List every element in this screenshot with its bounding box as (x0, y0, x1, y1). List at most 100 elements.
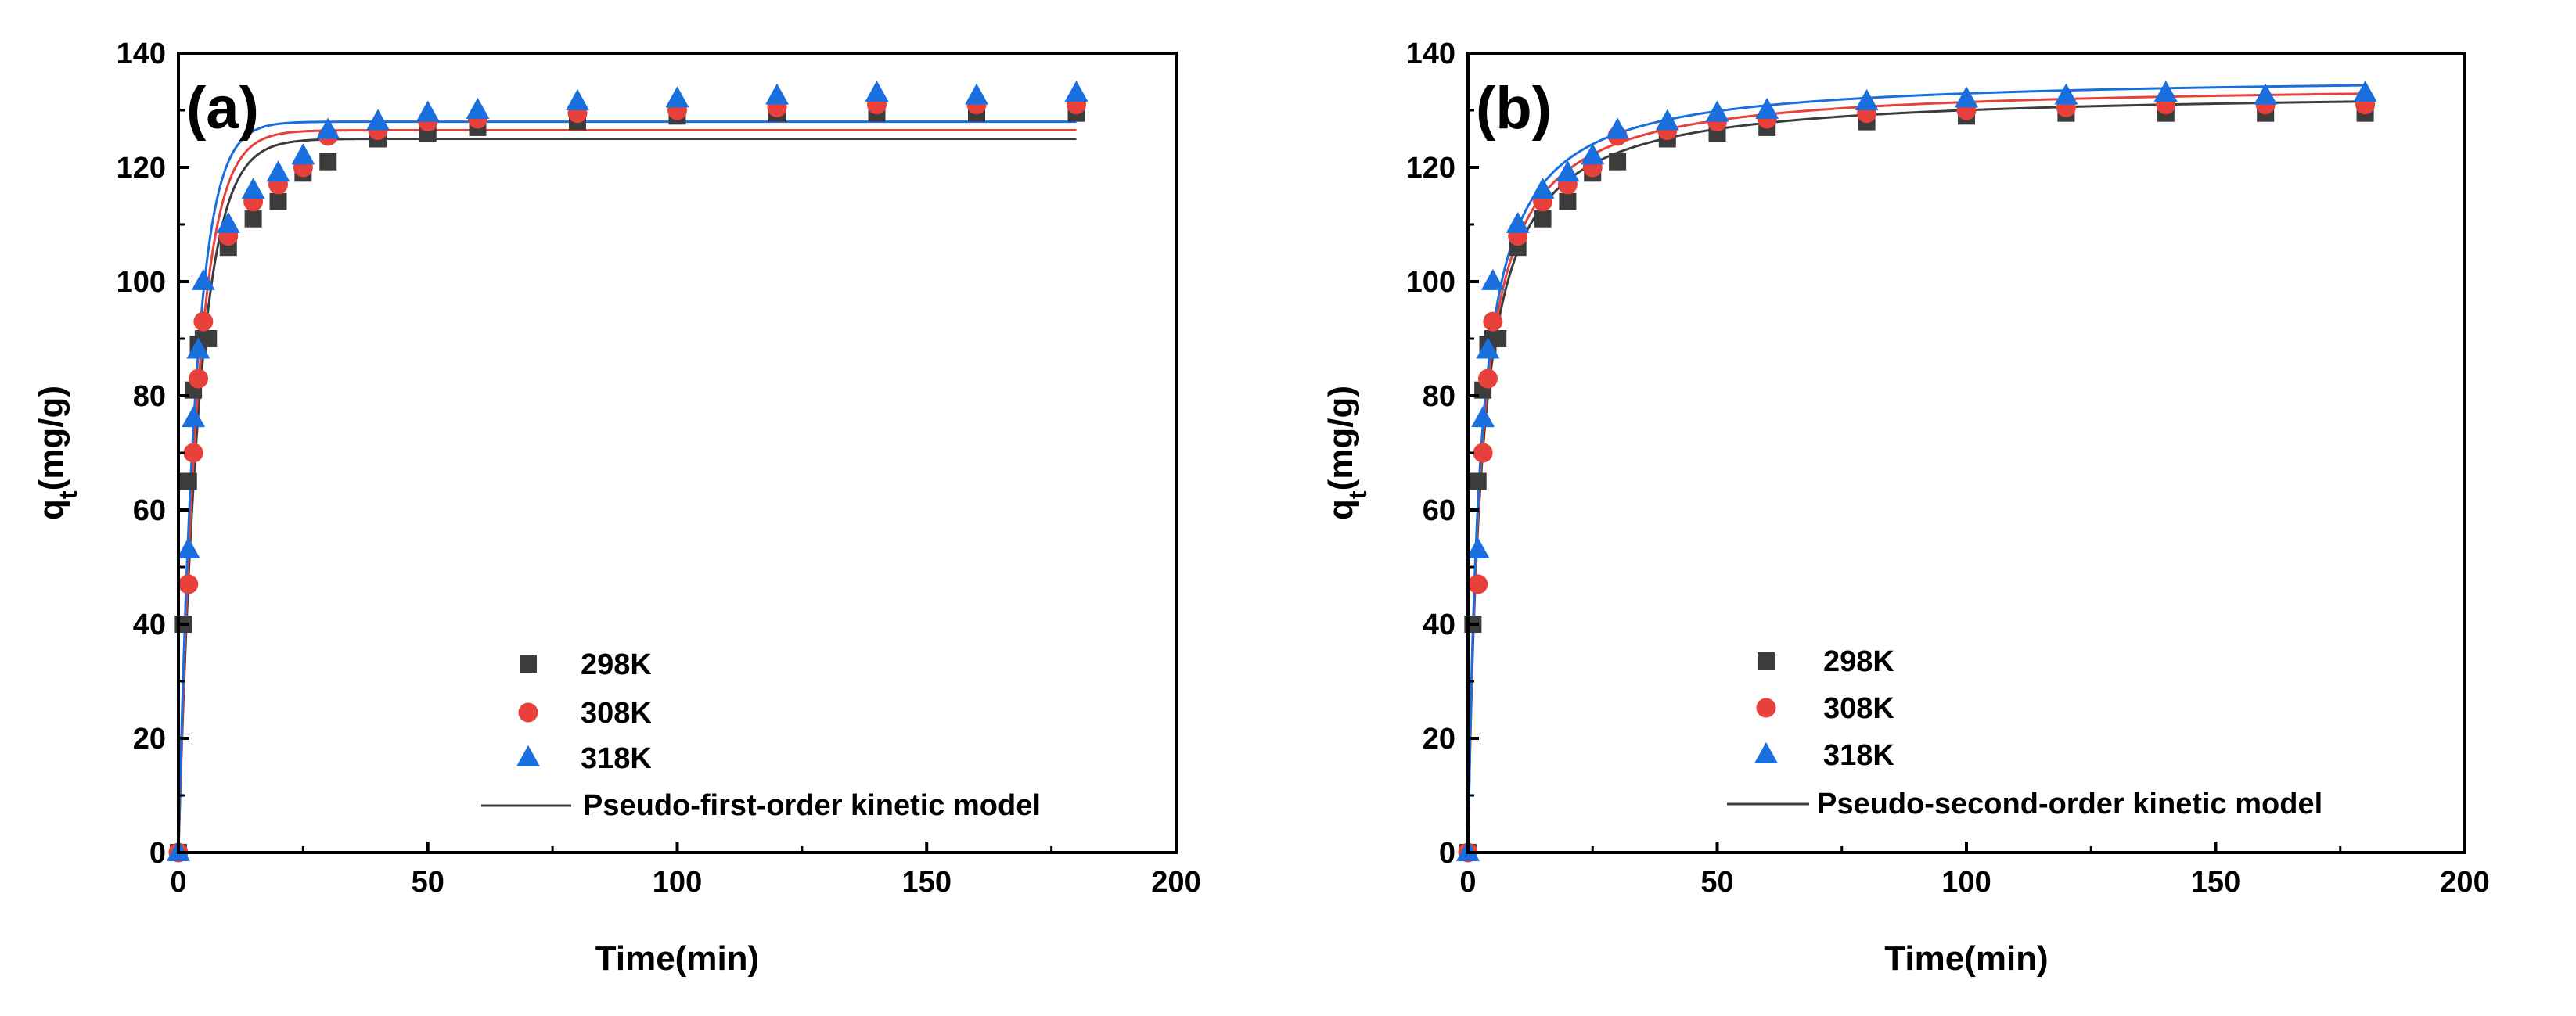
panel-b-point-318K-5 (1506, 211, 1530, 233)
panel-b-ytick-label-100: 100 (1406, 266, 1455, 299)
panel-b-fit-line-318K (1466, 84, 2366, 853)
panel-b-point-318K-12 (1755, 97, 1779, 119)
panel-a-legend-marker-318K (516, 745, 540, 766)
panel-a-point-318K-10 (366, 109, 390, 131)
panel-a-point-318K-8 (291, 143, 315, 165)
panel-a-point-298K-9 (269, 192, 287, 210)
panel-b-point-298K-11 (1609, 153, 1627, 171)
panel-a-y-axis-title-sub: t (54, 490, 82, 499)
panel-a-legend-marker-308K (518, 702, 538, 723)
panel-a-point-318K-6 (241, 178, 265, 199)
panel-b-point-318K-14 (1955, 86, 1978, 108)
panel-b-legend-model-label: Pseudo-second-order kinetic model (1817, 788, 2322, 820)
panel-b-y-axis-title-main: q (1322, 499, 1360, 520)
panel-b-legend-marker-318K (1754, 741, 1778, 763)
panel-b-xtick-label-50: 50 (1700, 866, 1733, 899)
panel-a-point-308K-2 (183, 443, 203, 463)
panel-a-point-298K-8 (244, 210, 262, 228)
panel-a-chart: 0 50 100 150 200 0 20 40 60 80 100 120 140 Time(min) q… (32, 38, 1201, 978)
panel-b-legend-label-308K: 308K (1823, 692, 1894, 725)
panel-b-point-318K-10 (1655, 109, 1679, 131)
panel-a-x-axis-title: Time(min) (595, 939, 759, 978)
panel-b-point-308K-3 (1477, 368, 1498, 389)
panel-b-y-axis-title-unit: (mg/g) (1322, 386, 1360, 490)
panel-b-point-318K-17 (2254, 83, 2278, 105)
panel-a-xtick-label-150: 150 (902, 866, 952, 899)
panel-b-point-298K-2 (1469, 472, 1487, 490)
panel-a-xtick-label-0: 0 (170, 866, 186, 899)
panel-b-legend-marker-308K (1756, 698, 1776, 718)
panel-a-ytick-label-100: 100 (117, 266, 166, 299)
panel-b-point-318K-13 (1855, 88, 1879, 110)
panel-a-point-318K-2 (182, 406, 206, 428)
panel-a-point-318K-13 (566, 88, 589, 110)
panel-b-point-318K-2 (1471, 406, 1495, 428)
panel-b-point-318K-9 (1606, 117, 1630, 139)
panel-b-point-318K-11 (1705, 100, 1729, 122)
panel-a-point-318K-9 (316, 117, 340, 139)
panel-b-point-308K-2 (1473, 443, 1493, 463)
panel-a-point-298K-11 (319, 153, 337, 171)
panel-a-point-308K-4 (193, 311, 214, 332)
panel-a-point-318K-11 (416, 100, 440, 122)
panel-a-point-308K-3 (189, 368, 208, 389)
panel-b-y-axis-title: qt(mg/g) (1322, 386, 1372, 520)
panel-b-point-298K-6 (1489, 330, 1507, 347)
panel-a-ytick-label-120: 120 (117, 152, 166, 185)
panel-b-panel-label: (b) (1476, 75, 1552, 142)
panel-a-legend: 298K 308K 318K Pseudo-first-order kinetic m… (481, 648, 1041, 822)
panel-b-point-308K-4 (1483, 311, 1503, 332)
panel-a-legend-label-318K: 318K (581, 742, 652, 775)
panel-a-series-318K (167, 80, 1088, 861)
panel-a-point-318K-3 (186, 337, 210, 359)
panel-a-y-axis-title: qt(mg/g) (32, 386, 82, 520)
panel-b-xtick-label-150: 150 (2191, 866, 2240, 899)
panel-b-ytick-label-40: 40 (1423, 609, 1455, 641)
panel-a-ytick-label-0: 0 (149, 837, 166, 870)
panel-a-point-318K-1 (176, 537, 200, 559)
panel-b-point-298K-8 (1534, 210, 1552, 228)
panel-b-xtick-label-200: 200 (2440, 866, 2489, 899)
panel-a-legend-label-308K: 308K (581, 697, 652, 730)
panel-a-point-318K-7 (266, 160, 290, 182)
panel-a-ytick-label-80: 80 (133, 380, 166, 413)
panel-b-point-318K-6 (1531, 178, 1555, 199)
panel-a-panel-label: (a) (186, 75, 259, 142)
panel-a-point-318K-16 (865, 80, 889, 102)
panel-a-legend-model-label: Pseudo-first-order kinetic model (583, 789, 1041, 822)
panel-b-point-308K-1 (1468, 574, 1488, 594)
panel-a-ytick-label-60: 60 (133, 494, 166, 527)
panel-a-xtick-label-100: 100 (653, 866, 702, 899)
panel-a-ytick-label-20: 20 (133, 723, 166, 756)
panel-b-ytick-label-0: 0 (1439, 837, 1455, 870)
panel-b-xtick-label-0: 0 (1459, 866, 1476, 899)
panel-b-xtick-label-100: 100 (1941, 866, 1991, 899)
panel-a-xtick-label-50: 50 (412, 866, 444, 899)
panel-b-point-318K-3 (1476, 337, 1500, 359)
panel-b-ytick-label-20: 20 (1423, 723, 1455, 756)
panel-b-legend-marker-298K (1758, 652, 1775, 670)
panel-b-legend-label-318K: 318K (1823, 739, 1894, 772)
panel-b-ytick-label-60: 60 (1423, 494, 1455, 527)
panel-b-point-318K-1 (1466, 537, 1490, 559)
panel-a-point-308K-1 (178, 574, 199, 594)
panel-a-legend-label-298K: 298K (581, 648, 652, 681)
panel-a-point-318K-5 (216, 211, 240, 233)
panel-b-point-318K-4 (1480, 268, 1505, 290)
panel-a-legend-marker-298K (520, 655, 537, 673)
panel-a-point-298K-2 (179, 472, 197, 490)
panel-a-point-298K-6 (200, 330, 218, 347)
panel-b-legend: 298K 308K 318K Pseudo-second-order kinetic … (1727, 645, 2322, 820)
panel-a-point-318K-4 (191, 268, 215, 290)
panel-a-ytick-label-40: 40 (133, 609, 166, 641)
panel-b-chart: 0 50 100 150 200 0 20 40 60 80 100 120 140 Time(min) q… (1322, 38, 2490, 978)
panel-a-point-318K-17 (965, 83, 988, 105)
panel-a-y-axis-title-main: q (32, 499, 70, 520)
panel-a-y-axis-title-unit: (mg/g) (32, 386, 70, 490)
panel-b-fit-line-298K (1466, 100, 2366, 853)
panel-b-point-318K-18 (2353, 80, 2377, 102)
panel-b-ytick-label-80: 80 (1423, 380, 1455, 413)
panel-b-point-318K-16 (2153, 80, 2178, 102)
panel-b-ytick-label-140: 140 (1406, 38, 1455, 70)
